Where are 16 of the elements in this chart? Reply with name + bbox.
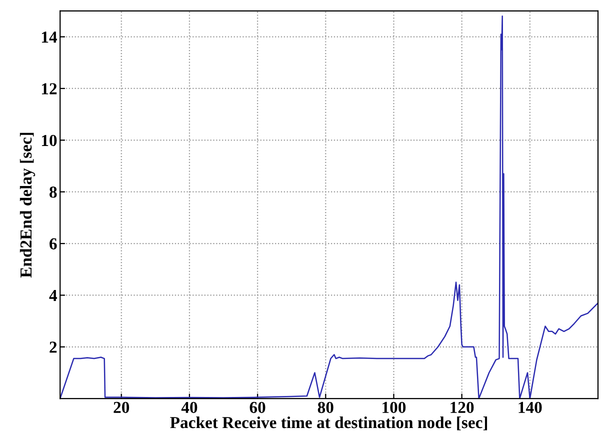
y-tick-label: 8 <box>50 186 57 198</box>
y-tick-label: 12 <box>42 83 57 94</box>
x-tick-label: 80 <box>318 402 334 414</box>
x-tick-label: 40 <box>181 402 198 414</box>
y-tick-label: 6 <box>50 238 57 250</box>
x-tick-label: 100 <box>382 402 406 414</box>
x-axis-title: Packet Receive time at destination node [sec] <box>170 416 488 430</box>
x-tick-label: 120 <box>450 402 474 414</box>
x-tick-label: 60 <box>250 402 266 414</box>
x-tick-label: 20 <box>114 402 130 414</box>
y-tick-label: 2 <box>50 342 57 353</box>
y-tick-label: 10 <box>42 134 57 146</box>
y-tick-label: 14 <box>42 32 58 43</box>
y-tick-label: 4 <box>49 290 58 301</box>
y-axis-title: End2End delay [sec] <box>20 132 36 278</box>
x-tick-label: 140 <box>518 402 542 414</box>
